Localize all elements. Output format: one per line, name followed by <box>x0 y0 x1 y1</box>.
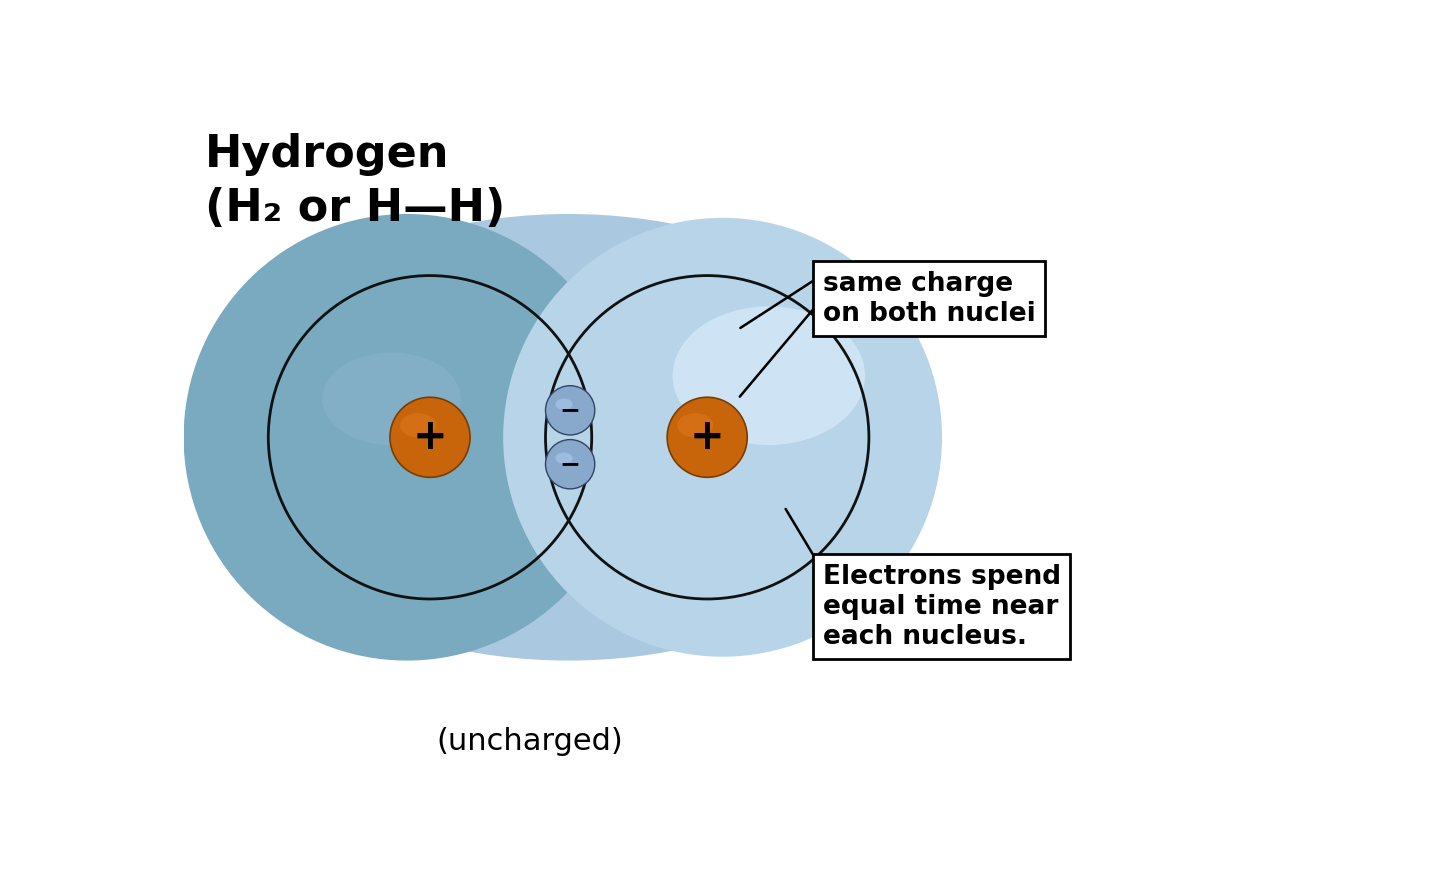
Ellipse shape <box>323 352 461 445</box>
Circle shape <box>503 218 942 657</box>
Text: −: − <box>560 399 580 422</box>
Circle shape <box>667 398 747 477</box>
Circle shape <box>546 385 595 435</box>
Ellipse shape <box>556 453 573 464</box>
Ellipse shape <box>672 306 865 445</box>
Text: (H₂ or H—H): (H₂ or H—H) <box>204 187 505 230</box>
Ellipse shape <box>556 399 573 410</box>
Text: +: + <box>413 416 448 459</box>
Text: same charge
on both nuclei: same charge on both nuclei <box>822 270 1035 327</box>
Text: Electrons spend
equal time near
each nucleus.: Electrons spend equal time near each nuc… <box>822 563 1061 650</box>
Ellipse shape <box>400 413 436 437</box>
Ellipse shape <box>677 413 713 437</box>
Circle shape <box>546 439 595 489</box>
Ellipse shape <box>215 214 923 661</box>
Text: (uncharged): (uncharged) <box>436 727 624 756</box>
Text: Hydrogen: Hydrogen <box>204 133 449 176</box>
Circle shape <box>390 398 469 477</box>
Text: +: + <box>690 416 724 459</box>
Circle shape <box>184 214 631 661</box>
Text: −: − <box>560 453 580 476</box>
